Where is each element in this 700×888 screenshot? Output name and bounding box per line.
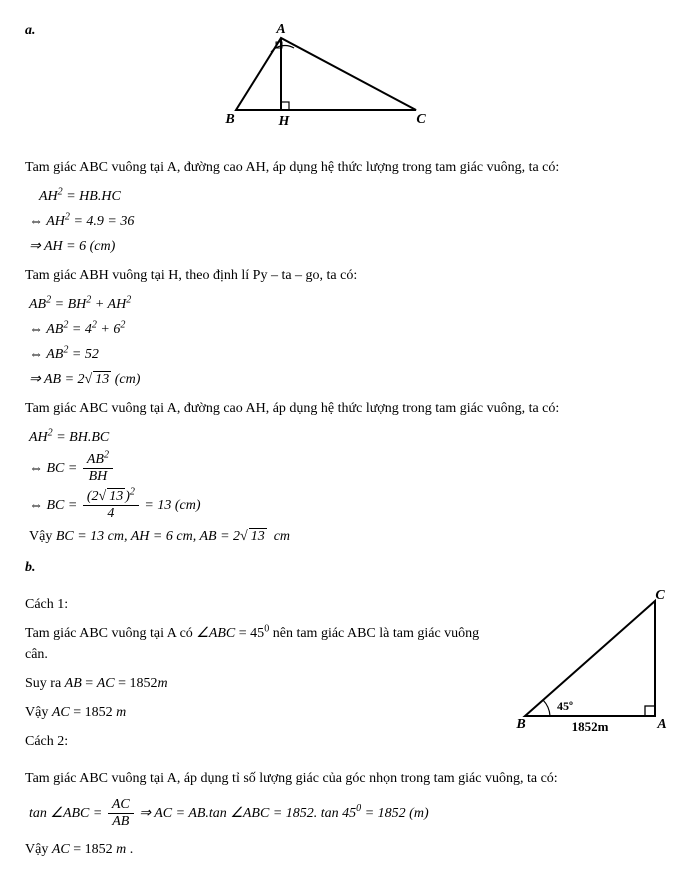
svg-text:C: C — [655, 588, 665, 603]
para-a2: Tam giác ABH vuông tại H, theo định lí P… — [25, 265, 675, 286]
eq-a10: ⇔ BC = (2√13)2 4 = 13 (cm) — [29, 489, 675, 522]
svg-text:45º: 45º — [557, 699, 573, 713]
eq-a7: ⇒ AB = 2√13 (cm) — [29, 369, 675, 390]
svg-text:A: A — [275, 22, 285, 37]
concl-a: Vậy BC = 13 cm, AH = 6 cm, AB = 2√13 cm — [29, 526, 675, 547]
para-a3: Tam giác ABC vuông tại A, đường cao AH, … — [25, 398, 675, 419]
part-a-label: a. — [25, 20, 36, 41]
eq-a6: ⇔ AB2 = 52 — [29, 344, 675, 365]
para-b4: Tam giác ABC vuông tại A, áp dụng tỉ số … — [25, 768, 675, 789]
eq-b1: tan ∠ABC = ACAB ⇒ AC = AB.tan ∠ABC = 185… — [29, 797, 675, 830]
svg-text:A: A — [656, 717, 666, 732]
eq-a5: ⇔ AB2 = 42 + 62 — [29, 319, 675, 340]
eq-a1: AH2 = HB.HC — [39, 186, 675, 207]
svg-text:H: H — [277, 114, 290, 129]
eq-a8: AH2 = BH.BC — [29, 427, 675, 448]
para-b2: Suy ra AB = AC = 1852m — [25, 673, 503, 694]
cach2: Cách 2: — [25, 731, 503, 752]
eq-a2: ⇔ AH2 = 4.9 = 36 — [29, 211, 675, 232]
figure-a: A B H C — [216, 20, 436, 137]
svg-text:1852m: 1852m — [572, 719, 609, 734]
para-b5: Vậy AC = 1852 m . — [25, 839, 675, 860]
para-b3: Vậy AC = 1852 m — [25, 702, 503, 723]
figure-b: 45º C A B 1852m — [515, 586, 675, 743]
part-b-label: b. — [25, 557, 675, 578]
svg-text:B: B — [224, 112, 234, 127]
eq-a4: AB2 = BH2 + AH2 — [29, 294, 675, 315]
eq-a3: ⇒ AH = 6 (cm) — [29, 236, 675, 257]
para-a1: Tam giác ABC vuông tại A, đường cao AH, … — [25, 157, 675, 178]
svg-text:B: B — [515, 717, 525, 732]
cach1: Cách 1: — [25, 594, 503, 615]
eq-a9: ⇔ BC = AB2BH — [29, 452, 675, 485]
svg-text:C: C — [416, 112, 426, 127]
para-b1: Tam giác ABC vuông tại A có ∠ABC = 450 n… — [25, 623, 503, 665]
